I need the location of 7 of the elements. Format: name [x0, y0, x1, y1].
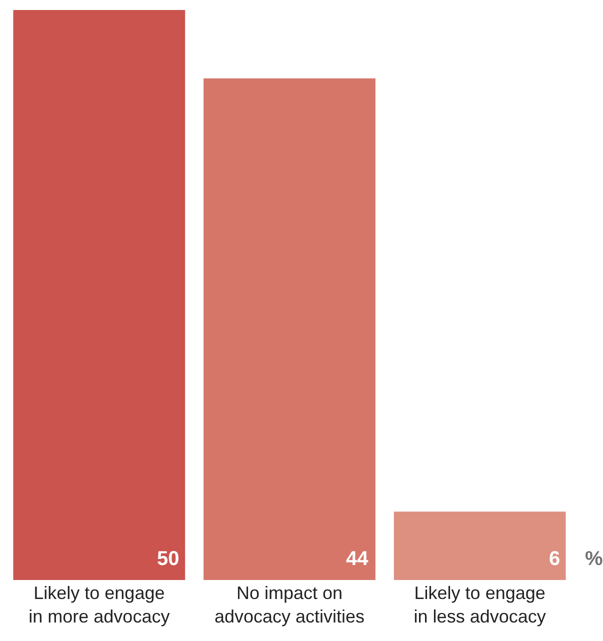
data-label: 50 [157, 548, 180, 570]
x-tick-label: Likely to engage in less advocacy [414, 583, 546, 626]
data-label: 6 [549, 548, 560, 570]
x-tick-label: No impact on advocacy activities [214, 583, 365, 626]
x-tick-label: Likely to engage in more advocacy [28, 583, 170, 626]
text: % [585, 548, 603, 570]
data-label: 44 [346, 548, 370, 570]
